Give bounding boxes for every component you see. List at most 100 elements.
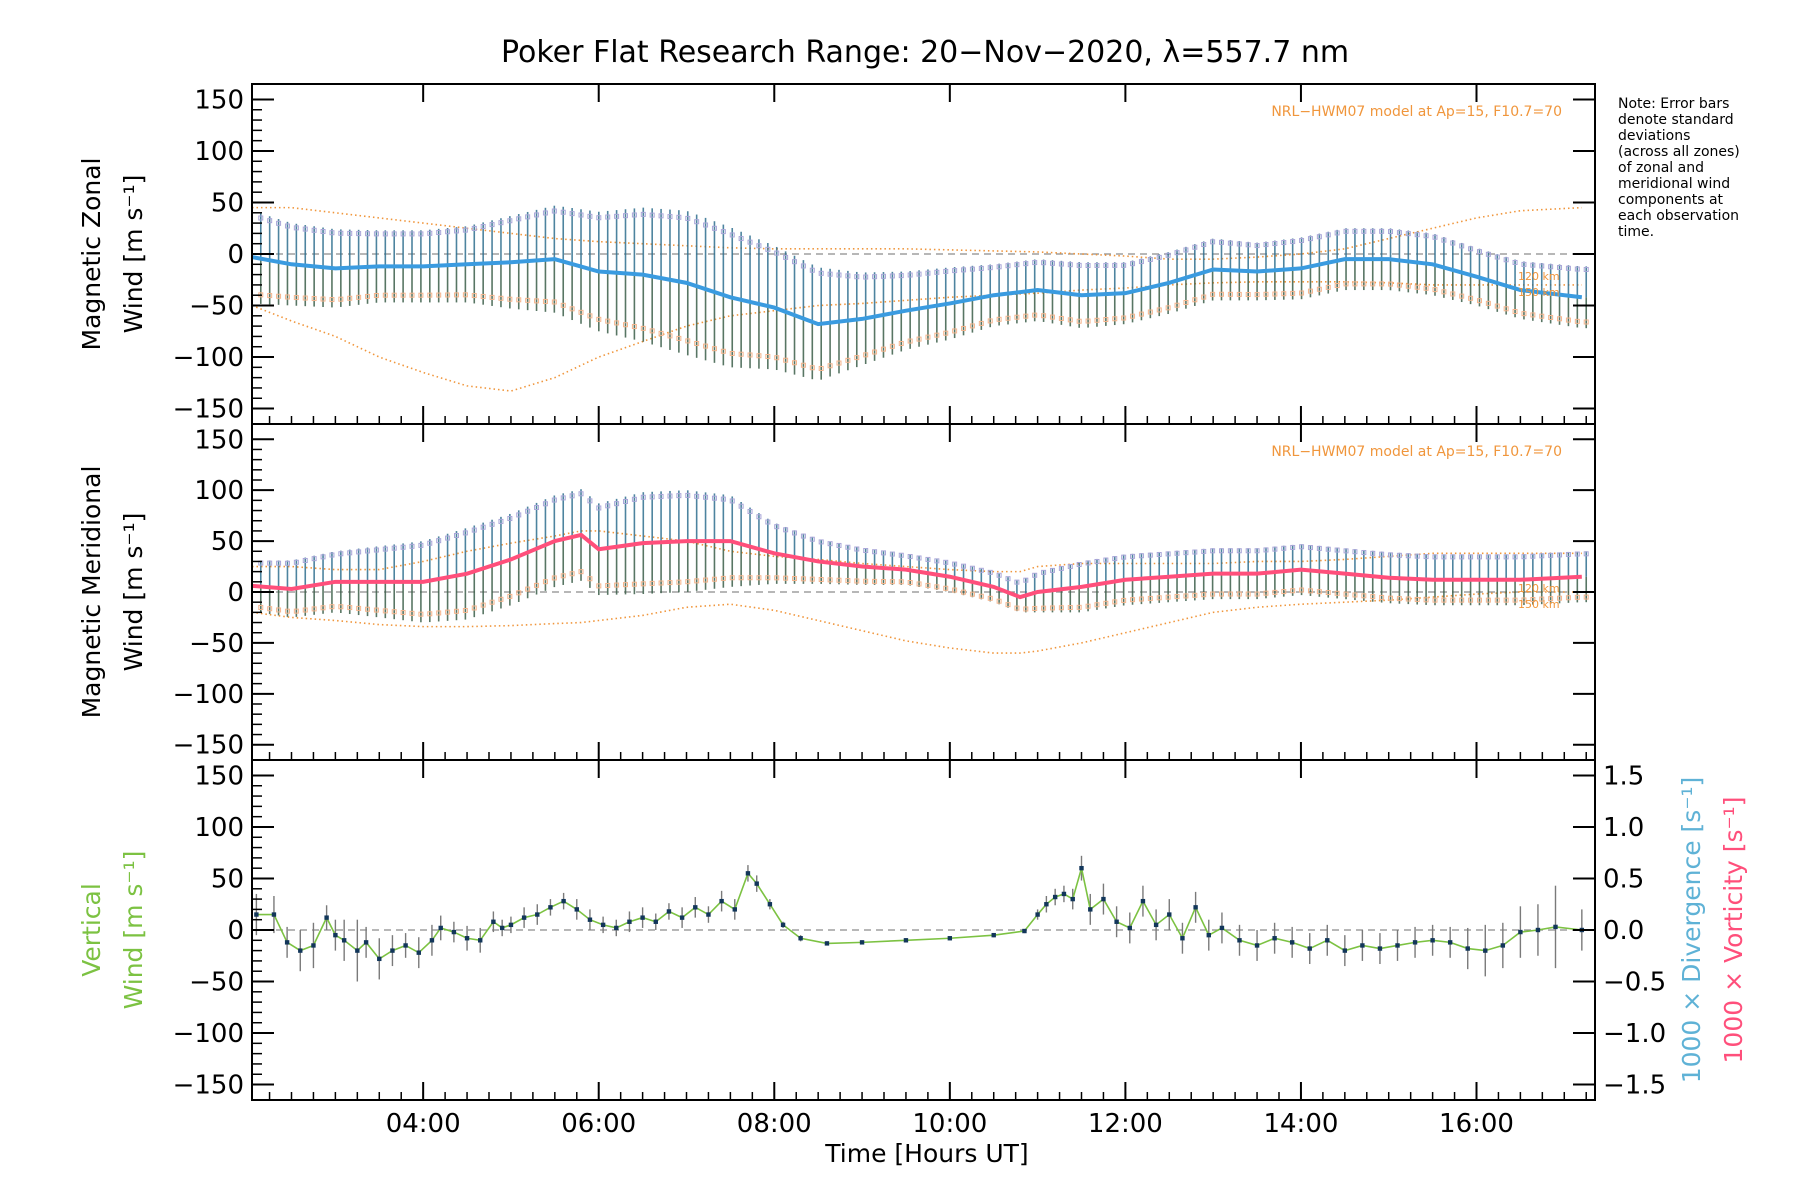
zone-marker [516,512,522,518]
zone-marker [578,212,584,218]
zone-marker [800,362,806,368]
zone-marker [267,218,273,224]
zone-marker [284,608,290,614]
zone-marker [756,514,762,520]
km-label-1: 150 km [1518,286,1560,299]
zone-marker [1236,241,1242,247]
zone-marker [1023,261,1029,267]
zone-marker [1512,554,1518,560]
data-point [1061,891,1067,897]
zone-marker [1316,589,1322,595]
zone-marker [1254,243,1260,249]
zone-marker [525,508,531,514]
data-point [1377,946,1383,951]
data-point [1254,943,1260,948]
zone-marker [1219,239,1225,245]
data-point [478,938,483,943]
zone-marker [1325,284,1331,290]
zone-marker [356,231,362,237]
data-point [1342,948,1348,953]
y-tick-label: 100 [194,813,244,843]
zone-marker [542,579,548,585]
zone-marker [1263,590,1269,596]
zone-marker [1156,595,1162,601]
zone-marker [685,338,691,344]
zone-marker [1494,597,1500,603]
model-upper-curve [252,530,1582,573]
zone-marker [1414,553,1420,559]
zone-marker [320,296,326,302]
zone-marker [1307,545,1313,551]
zone-marker [1032,605,1038,611]
zone-marker [1503,554,1509,560]
zone-marker [1183,299,1189,305]
zone-marker [356,605,362,611]
zone-marker [765,246,771,252]
zone-marker [1005,263,1011,269]
zone-marker [489,521,495,527]
zone-marker [1041,605,1047,611]
zone-marker [1548,264,1554,270]
zone-marker [329,297,335,303]
zone-marker [916,581,922,587]
zone-marker [658,493,664,499]
data-point [561,898,566,904]
data-point [1360,943,1365,948]
zone-marker [400,292,406,298]
zone-marker [560,573,566,579]
zone-marker [1503,257,1509,263]
zone-marker [711,495,717,501]
zone-marker [551,497,557,503]
data-point [798,936,803,941]
data-point [1272,936,1277,941]
zone-marker [854,578,860,584]
zone-marker [453,608,459,614]
data-point [627,919,632,924]
zone-marker [649,494,655,500]
zone-marker [311,227,317,233]
zone-marker [427,292,433,298]
data-point [521,915,527,920]
zone-marker [694,219,700,225]
zone-marker [453,228,459,234]
zone-marker [1023,313,1029,319]
zone-marker [1165,551,1171,557]
y-tick-label: 0 [227,916,244,946]
zone-marker [1219,291,1225,297]
zone-marker [1058,315,1064,321]
zone-marker [720,229,726,235]
model-label: NRL−HWM07 model at Ap=15, F10.7=70 [1271,444,1562,460]
zone-marker [1405,283,1411,289]
zone-marker [1138,259,1144,265]
zone-marker [1174,302,1180,308]
zone-marker [1236,548,1242,554]
data-point [1483,948,1488,953]
zone-marker [685,579,691,585]
zone-marker [1476,597,1482,603]
zone-marker [738,503,744,509]
zone-marker [605,582,611,588]
zone-marker [293,295,299,301]
zone-marker [516,216,522,222]
y-tick-label: −150 [173,1071,244,1101]
zone-marker [587,313,593,319]
zone-marker [471,225,477,231]
zone-marker [943,330,949,336]
data-point [403,943,408,948]
data-point [311,943,316,948]
zone-marker [1210,239,1216,245]
zone-marker [1014,314,1020,320]
zone-marker [676,579,682,585]
data-point [587,917,593,922]
zone-marker [427,540,433,546]
zone-marker [596,316,602,322]
zone-marker [1290,290,1296,296]
zone-marker [1165,252,1171,258]
zone-marker [1281,240,1287,246]
zone-marker [1361,228,1367,234]
zone-marker [845,544,851,550]
zone-marker [1121,597,1127,603]
zone-marker [978,567,984,573]
zone-marker [1041,569,1047,575]
zone-marker [1574,266,1580,272]
